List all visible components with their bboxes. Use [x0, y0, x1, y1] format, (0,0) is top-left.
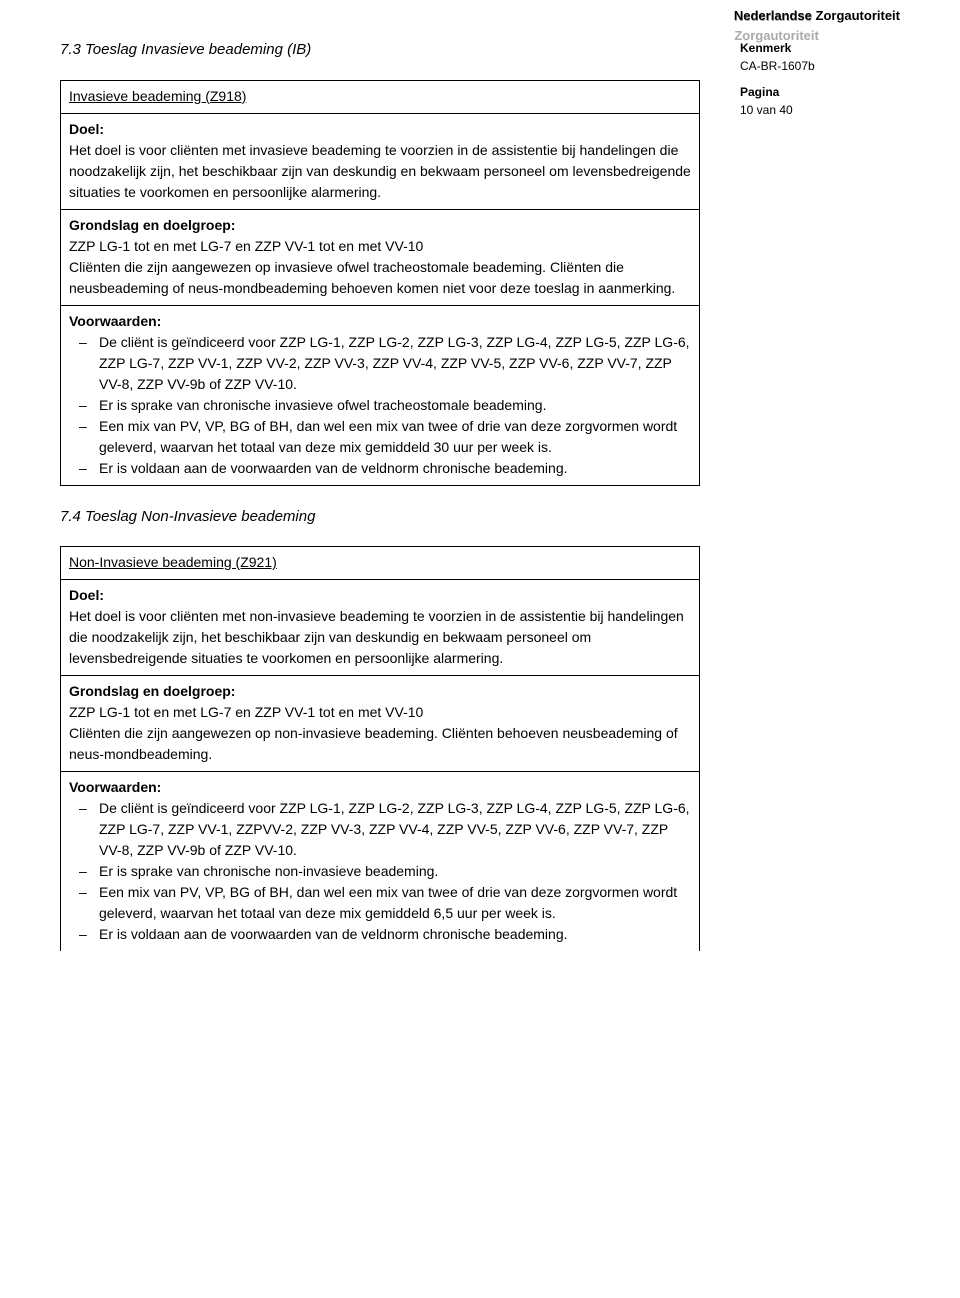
list-item: De cliënt is geïndiceerd voor ZZP LG-1, … [99, 798, 691, 861]
main-content: 7.3 Toeslag Invasieve beademing (IB) Inv… [60, 35, 700, 971]
list-item: De cliënt is geïndiceerd voor ZZP LG-1, … [99, 332, 691, 395]
box-invasieve-title-row: Invasieve beademing (Z918) [61, 81, 699, 113]
box-noninvasieve-grondslag: Grondslag en doelgroep: ZZP LG-1 tot en … [61, 675, 699, 771]
box-noninvasieve: Non-Invasieve beademing (Z921) Doel: Het… [60, 546, 700, 951]
box-noninvasieve-title-row: Non-Invasieve beademing (Z921) [61, 547, 699, 579]
brand-text: Nederlandse Zorgautoriteit [734, 8, 900, 23]
grondslag-label-1: Grondslag en doelgroep: [69, 215, 691, 236]
section-1-heading: 7.3 Toeslag Invasieve beademing (IB) [60, 39, 700, 62]
box-noninvasieve-title: Non-Invasieve beademing (Z921) [69, 554, 277, 570]
grondslag-line2-1: Cliënten die zijn aangewezen op invasiev… [69, 257, 691, 299]
box-invasieve-title: Invasieve beademing (Z918) [69, 88, 246, 104]
list-item: Er is voldaan aan de voorwaarden van de … [99, 924, 691, 945]
voorwaarden-list-1: De cliënt is geïndiceerd voor ZZP LG-1, … [69, 332, 691, 479]
box-noninvasieve-doel: Doel: Het doel is voor cliënten met non-… [61, 579, 699, 675]
kenmerk-value: CA-BR-1607b [740, 57, 900, 75]
brand-header: Nederlandse Zorgautoriteit Nederlandse Z… [734, 6, 900, 26]
grondslag-line2-2: Cliënten die zijn aangewezen op non-inva… [69, 723, 691, 765]
box-invasieve-voorwaarden: Voorwaarden: De cliënt is geïndiceerd vo… [61, 305, 699, 485]
box-invasieve-grondslag: Grondslag en doelgroep: ZZP LG-1 tot en … [61, 209, 699, 305]
box-invasieve-doel: Doel: Het doel is voor cliënten met inva… [61, 113, 699, 209]
voorwaarden-label-2: Voorwaarden: [69, 777, 691, 798]
voorwaarden-list-2: De cliënt is geïndiceerd voor ZZP LG-1, … [69, 798, 691, 945]
list-item: Er is sprake van chronische invasieve of… [99, 395, 691, 416]
spacer [740, 75, 900, 83]
doel-label-2: Doel: [69, 585, 691, 606]
sidebar: Kenmerk CA-BR-1607b Pagina 10 van 40 [740, 39, 900, 119]
section-2-heading: 7.4 Toeslag Non-Invasieve beademing [60, 506, 700, 529]
doel-text-1: Het doel is voor cliënten met invasieve … [69, 140, 691, 203]
page: Nederlandse Zorgautoriteit Nederlandse Z… [0, 0, 960, 1011]
pagina-label: Pagina [740, 83, 900, 101]
grondslag-label-2: Grondslag en doelgroep: [69, 681, 691, 702]
doel-label-1: Doel: [69, 119, 691, 140]
grondslag-line1-2: ZZP LG-1 tot en met LG-7 en ZZP VV-1 tot… [69, 702, 691, 723]
grondslag-line1-1: ZZP LG-1 tot en met LG-7 en ZZP VV-1 tot… [69, 236, 691, 257]
list-item: Een mix van PV, VP, BG of BH, dan wel ee… [99, 416, 691, 458]
list-item: Er is sprake van chronische non-invasiev… [99, 861, 691, 882]
box-invasieve: Invasieve beademing (Z918) Doel: Het doe… [60, 80, 700, 486]
voorwaarden-label-1: Voorwaarden: [69, 311, 691, 332]
list-item: Er is voldaan aan de voorwaarden van de … [99, 458, 691, 479]
list-item: Een mix van PV, VP, BG of BH, dan wel ee… [99, 882, 691, 924]
pagina-value: 10 van 40 [740, 101, 900, 119]
doel-text-2: Het doel is voor cliënten met non-invasi… [69, 606, 691, 669]
box-noninvasieve-voorwaarden: Voorwaarden: De cliënt is geïndiceerd vo… [61, 771, 699, 951]
